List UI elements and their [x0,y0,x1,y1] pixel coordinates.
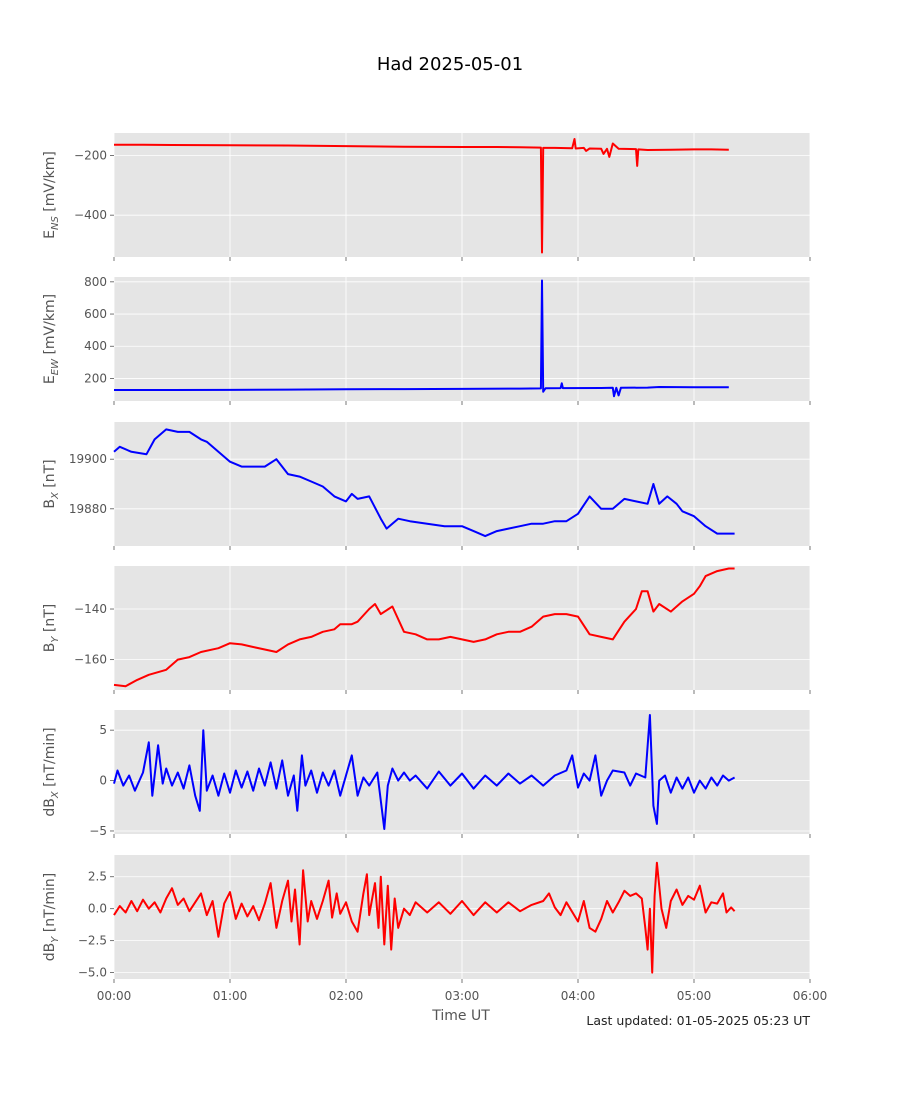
y-tick-label: 0 [99,774,107,788]
y-tick-label: 0.0 [88,902,107,916]
panel-ens: −400 −200 ENS [mV/km] [42,133,811,261]
series-line-by [113,567,735,688]
panel-bx: 19880 19900 BX [nT] [42,422,811,550]
y-tick-label: 5 [99,723,107,737]
series-line-ens [114,138,729,254]
y-tick-label: −140 [74,602,107,616]
series-line-eew [114,279,729,398]
series-line-dby [113,861,736,974]
panels-group: −400 −200 ENS [mV/km] 200 400 600 800 EEW [mV/k… [42,133,827,1003]
panel-dby: 00:00 01:00 02:00 03:00 04:00 05:00 06:00 −5.0 −… [42,855,827,1003]
y-tick-label: 19880 [69,502,107,516]
x-tick-label: 02:00 [329,989,364,1003]
figure-title: Had 2025-05-01 [377,54,523,75]
y-tick-label: −400 [74,208,107,222]
series-line-dbx [113,714,736,830]
panel-by: −160 −140 BY [nT] [42,566,811,694]
y-tick-label: −5.0 [78,966,107,980]
y-axis-label: BX [nT] [42,459,61,508]
panel-eew: 200 400 600 800 EEW [mV/km] [42,275,811,405]
y-tick-label: 19900 [69,452,107,466]
series-line-bx [113,428,735,538]
y-tick-label: −160 [74,653,107,667]
y-tick-label: −2.5 [78,934,107,948]
y-axis-label: dBY [nT/min] [42,873,61,962]
x-tick-label: 03:00 [445,989,480,1003]
y-tick-label: −200 [74,148,107,162]
x-axis-label: Time UT [431,1008,490,1024]
y-tick-label: 400 [84,339,107,353]
x-tick-label: 04:00 [561,989,596,1003]
y-tick-label: 2.5 [88,870,107,884]
y-axis-label: ENS [mV/km] [42,151,61,239]
y-axis-label: BY [nT] [42,604,61,653]
x-tick-label: 00:00 [97,989,132,1003]
panel-dbx: −5 0 5 dBX [nT/min] [42,710,811,838]
x-tick-label: 01:00 [213,989,248,1003]
y-tick-label: 800 [84,275,107,289]
last-updated-text: Last updated: 01-05-2025 05:23 UT [586,1013,810,1028]
y-tick-label: 600 [84,307,107,321]
y-tick-label: −5 [89,824,107,838]
y-tick-label: 200 [84,371,107,385]
x-tick-label: 05:00 [677,989,712,1003]
y-axis-label: EEW [mV/km] [42,294,61,384]
x-tick-label: 06:00 [793,989,828,1003]
y-axis-label: dBX [nT/min] [42,727,61,816]
